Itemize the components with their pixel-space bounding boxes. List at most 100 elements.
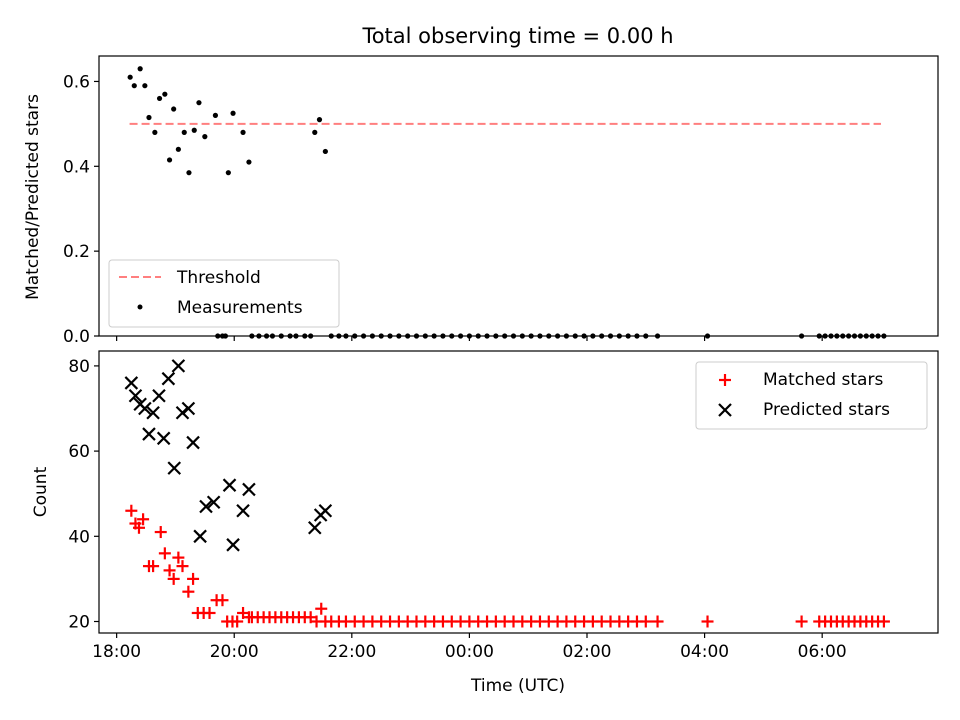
predicted-stars-point — [152, 388, 166, 403]
matched-stars-point — [172, 551, 185, 564]
top-axes-frame — [98, 55, 939, 337]
predicted-stars-point — [222, 478, 237, 492]
measurement-point — [212, 112, 219, 118]
measurement-point — [240, 129, 246, 135]
measurement-point — [202, 134, 208, 140]
matched-stars-point — [163, 564, 176, 577]
bottom-legend: Matched stars Predicted stars — [695, 361, 928, 430]
top-legend: Threshold Measurements — [108, 259, 340, 328]
matched-stars-point — [137, 513, 150, 526]
chart-title: Total observing time = 0.00 h — [361, 24, 673, 48]
bottom-plot-area — [124, 359, 890, 628]
predicted-stars-point — [146, 405, 160, 420]
matched-stars-point — [147, 560, 160, 573]
bottom-legend-box — [695, 361, 928, 430]
x-tick-label: 02:00 — [562, 642, 611, 662]
matched-stars-point — [176, 560, 189, 573]
matched-stars-point — [795, 615, 808, 628]
matched-stars-point — [639, 615, 652, 628]
x-tick-label: 04:00 — [680, 642, 729, 662]
y-tick-label: 0.4 — [63, 157, 90, 177]
y-tick-label: 40 — [68, 527, 90, 547]
y-tick-label: 0.0 — [63, 327, 90, 347]
measurement-point — [196, 100, 202, 106]
legend-matched-swatch — [719, 374, 731, 386]
matched-stars-point — [187, 572, 200, 585]
measurement-point — [146, 114, 152, 121]
top-subplot: Matched/Predicted stars 0.0 0.2 0.4 0.6 Thr… — [23, 55, 939, 347]
predicted-stars-point — [175, 405, 190, 420]
matched-stars-point — [158, 547, 171, 560]
measurement-point — [181, 129, 187, 135]
legend-matched-label: Matched stars — [763, 370, 883, 390]
predicted-stars-point — [307, 521, 322, 535]
top-x-ticks — [116, 336, 823, 341]
predicted-stars-point — [171, 359, 186, 373]
top-y-axis-label: Matched/Predicted stars — [23, 94, 43, 300]
y-tick-label: 0.2 — [63, 242, 90, 262]
measurement-point — [246, 159, 252, 165]
matched-stars-point — [651, 615, 664, 628]
y-tick-label: 60 — [68, 442, 90, 462]
matched-stars-point — [167, 572, 180, 585]
predicted-stars-point — [156, 431, 171, 446]
matched-stars-point — [216, 594, 229, 607]
y-tick-label: 0.6 — [63, 72, 90, 92]
x-tick-label: 06:00 — [798, 642, 847, 662]
matched-stars-point — [877, 615, 890, 628]
x-tick-label: 18:00 — [92, 642, 141, 662]
measurement-point — [166, 157, 173, 163]
x-tick-label: 20:00 — [210, 642, 259, 662]
measurement-point — [156, 95, 163, 102]
bottom-subplot: Count Time (UTC) 20 40 60 80 18:00 20:00 22:0… — [31, 350, 939, 696]
matched-stars-point — [203, 606, 216, 619]
measurement-point — [316, 117, 323, 123]
matched-stars-point — [125, 504, 138, 517]
bottom-x-ticks: 18:00 20:00 22:00 00:00 02:00 04:00 06:00 — [92, 633, 847, 662]
predicted-stars-point — [186, 435, 200, 450]
predicted-stars-point — [318, 503, 333, 518]
predicted-stars-point — [226, 538, 240, 552]
measurement-point — [127, 74, 133, 80]
legend-predicted-label: Predicted stars — [763, 400, 890, 420]
x-tick-label: 00:00 — [445, 642, 494, 662]
measurement-point — [186, 170, 192, 176]
predicted-stars-point — [142, 427, 156, 441]
legend-measurements-swatch — [137, 304, 143, 310]
y-tick-label: 80 — [68, 357, 90, 377]
y-tick-label: 20 — [68, 612, 90, 632]
measurement-point — [131, 83, 137, 89]
measurement-point — [230, 110, 236, 116]
measurement-point — [142, 83, 148, 89]
measurement-point — [191, 127, 197, 133]
top-plot-area — [127, 66, 887, 339]
predicted-stars-point — [193, 529, 207, 544]
legend-measurements-label: Measurements — [177, 298, 303, 318]
predicted-stars-point — [181, 401, 196, 416]
measurement-point — [171, 106, 177, 112]
bottom-y-ticks: 20 40 60 80 — [68, 357, 99, 632]
predicted-stars-point — [161, 371, 176, 386]
measurement-point — [137, 66, 143, 72]
x-tick-label: 22:00 — [327, 642, 376, 662]
measurement-point — [175, 146, 181, 152]
predicted-stars-point — [206, 495, 221, 510]
top-legend-box — [108, 259, 340, 328]
predicted-stars-point — [236, 503, 250, 518]
predicted-stars-point — [199, 499, 213, 514]
predicted-stars-point — [138, 401, 152, 416]
predicted-stars-point — [242, 482, 256, 497]
matched-stars-point — [315, 602, 328, 615]
legend-predicted-swatch — [718, 403, 732, 417]
bottom-y-axis-label: Count — [31, 466, 51, 517]
measurement-point — [225, 170, 231, 176]
matched-stars-point — [231, 615, 244, 628]
matched-stars-point — [132, 521, 145, 534]
matched-stars-point — [182, 585, 195, 598]
matched-stars-point — [701, 615, 714, 628]
matched-stars-point — [154, 526, 167, 539]
top-y-ticks: 0.0 0.2 0.4 0.6 — [63, 72, 99, 347]
measurement-point — [152, 129, 158, 135]
measurement-point — [162, 91, 168, 97]
